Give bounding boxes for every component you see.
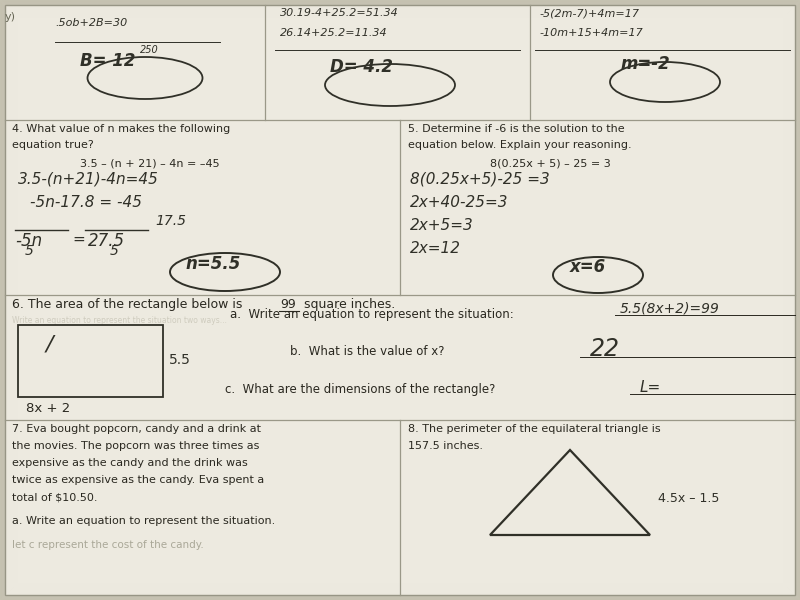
Text: equation true?: equation true?: [12, 140, 94, 150]
Text: 5: 5: [25, 244, 34, 258]
Text: 17.5: 17.5: [155, 214, 186, 228]
Text: 5. Determine if -6 is the solution to the: 5. Determine if -6 is the solution to th…: [408, 124, 625, 134]
Text: m=-2: m=-2: [620, 55, 670, 73]
Text: -10m+15+4m=17: -10m+15+4m=17: [540, 28, 644, 38]
Text: 30.19-4+25.2=51.34: 30.19-4+25.2=51.34: [280, 8, 398, 18]
Text: let c represent the cost of the candy.: let c represent the cost of the candy.: [12, 540, 204, 550]
Text: -5n-17.8 = -45: -5n-17.8 = -45: [30, 195, 142, 210]
Text: 4.5x – 1.5: 4.5x – 1.5: [658, 491, 719, 505]
Text: D= 4.2: D= 4.2: [330, 58, 393, 76]
Text: 250: 250: [140, 45, 158, 55]
Text: y): y): [5, 12, 16, 22]
Text: 7. Eva bought popcorn, candy and a drink at: 7. Eva bought popcorn, candy and a drink…: [12, 424, 261, 434]
Text: 99: 99: [280, 298, 296, 311]
Bar: [18, 325, 163, 397]
Text: 8(0.25x+5)-25 =3: 8(0.25x+5)-25 =3: [410, 172, 550, 187]
Text: Write an equation to represent the situation two ways...: Write an equation to represent the situa…: [12, 316, 227, 325]
Text: 3.5 – (n + 21) – 4n = –45: 3.5 – (n + 21) – 4n = –45: [80, 158, 220, 168]
Text: x=6: x=6: [570, 258, 606, 276]
Text: =: =: [72, 232, 85, 247]
Text: 5: 5: [110, 244, 119, 258]
Text: /: /: [46, 335, 54, 355]
Text: -5n: -5n: [15, 232, 42, 250]
Text: b.  What is the value of x?: b. What is the value of x?: [290, 345, 445, 358]
Text: 22: 22: [590, 337, 620, 361]
Text: c.  What are the dimensions of the rectangle?: c. What are the dimensions of the rectan…: [225, 383, 495, 396]
Text: 2x+5=3: 2x+5=3: [410, 218, 474, 233]
Text: 2x+40-25=3: 2x+40-25=3: [410, 195, 509, 210]
Text: 27.5: 27.5: [88, 232, 125, 250]
Text: a. Write an equation to represent the situation.: a. Write an equation to represent the si…: [12, 516, 275, 526]
Text: 26.14+25.2=11.34: 26.14+25.2=11.34: [280, 28, 388, 38]
Text: 8x + 2: 8x + 2: [26, 402, 70, 415]
Text: 6. The area of the rectangle below is: 6. The area of the rectangle below is: [12, 298, 246, 311]
Text: total of $10.50.: total of $10.50.: [12, 492, 98, 502]
Text: square inches.: square inches.: [300, 298, 395, 311]
Text: 4. What value of n makes the following: 4. What value of n makes the following: [12, 124, 230, 134]
Text: a.  Write an equation to represent the situation:: a. Write an equation to represent the si…: [230, 308, 514, 321]
Text: twice as expensive as the candy. Eva spent a: twice as expensive as the candy. Eva spe…: [12, 475, 264, 485]
Text: .5ob+2B=30: .5ob+2B=30: [55, 18, 127, 28]
Text: 8(0.25x + 5) – 25 = 3: 8(0.25x + 5) – 25 = 3: [490, 158, 610, 168]
Text: 8. The perimeter of the equilateral triangle is: 8. The perimeter of the equilateral tria…: [408, 424, 661, 434]
Text: 157.5 inches.: 157.5 inches.: [408, 441, 483, 451]
Text: 3.5-(n+21)-4n=45: 3.5-(n+21)-4n=45: [18, 172, 159, 187]
Text: B= 12: B= 12: [80, 52, 135, 70]
Text: n=5.5: n=5.5: [185, 255, 240, 273]
Text: the movies. The popcorn was three times as: the movies. The popcorn was three times …: [12, 441, 259, 451]
Text: 2x=12: 2x=12: [410, 241, 461, 256]
Text: L=: L=: [640, 380, 662, 395]
Text: expensive as the candy and the drink was: expensive as the candy and the drink was: [12, 458, 248, 468]
Text: equation below. Explain your reasoning.: equation below. Explain your reasoning.: [408, 140, 632, 150]
Text: 5.5(8x+2)=99: 5.5(8x+2)=99: [620, 302, 720, 316]
Text: 5.5: 5.5: [169, 353, 191, 367]
Text: -5(2m-7)+4m=17: -5(2m-7)+4m=17: [540, 8, 640, 18]
